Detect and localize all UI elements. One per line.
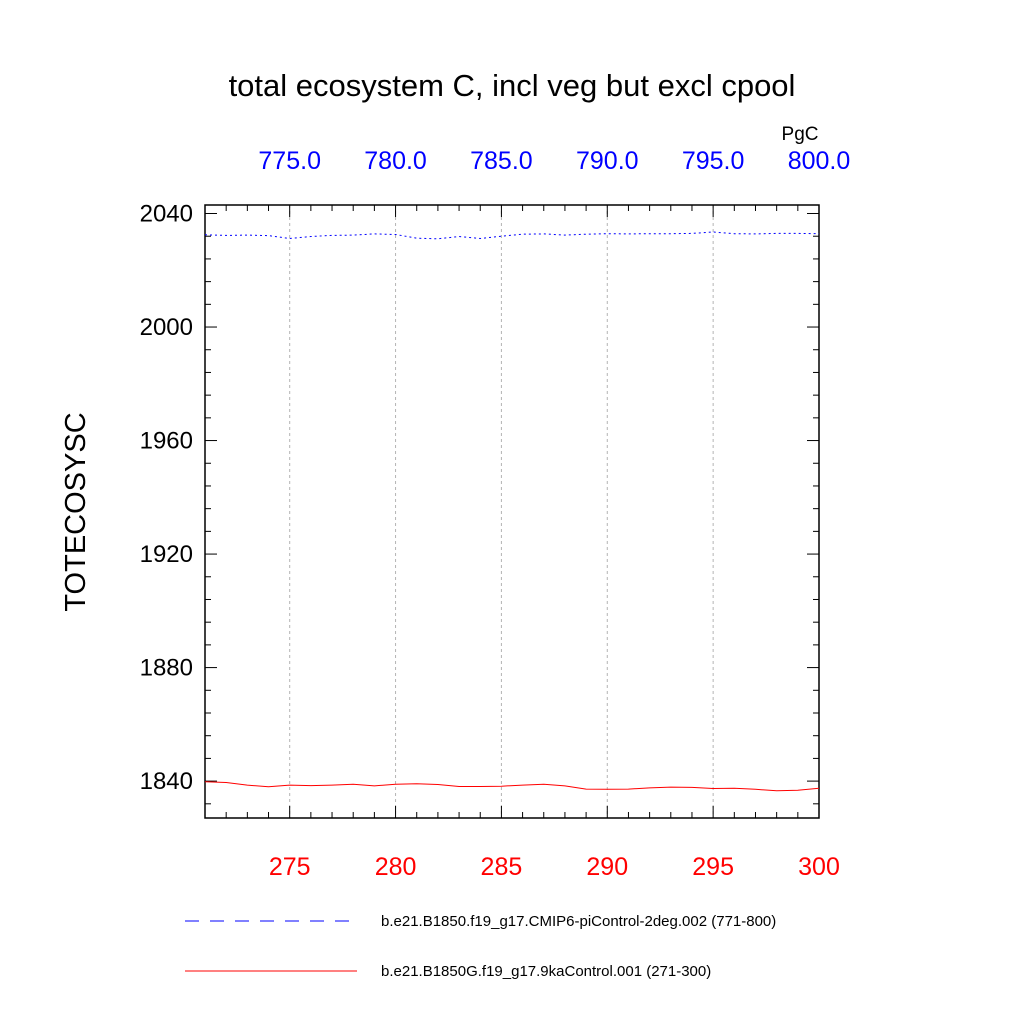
x-bottom-tick-label: 300 (798, 853, 840, 881)
legend: b.e21.B1850.f19_g17.CMIP6-piControl-2deg… (185, 913, 776, 980)
x-bottom-tick-label: 285 (481, 853, 523, 881)
units-label: PgC (782, 124, 819, 145)
legend-label-piControl: b.e21.B1850.f19_g17.CMIP6-piControl-2deg… (381, 913, 776, 930)
series-line-piControl (204, 231, 820, 240)
y-tick-label: 2000 (140, 314, 193, 341)
plot-frame (204, 204, 820, 819)
series-lines (204, 231, 820, 792)
x-top-tick-label: 795.0 (682, 147, 745, 175)
x-top-tick-label: 780.0 (364, 147, 427, 175)
y-tick-label: 1960 (140, 428, 193, 455)
x-bottom-tick-label: 280 (375, 853, 417, 881)
y-tick-label: 1840 (140, 768, 193, 795)
series-line-9kaControl (204, 781, 820, 792)
y-tick-label: 2040 (140, 201, 193, 228)
x-top-tick-label: 785.0 (470, 147, 533, 175)
x-bottom-tick-label: 290 (586, 853, 628, 881)
x-bottom-tick-label: 275 (269, 853, 311, 881)
x-top-tick-label: 790.0 (576, 147, 639, 175)
legend-label-9kaControl: b.e21.B1850G.f19_g17.9kaControl.001 (271… (381, 963, 711, 980)
axes: 1840 1880 1920 1960 2000 2040 275 280 285 290 295 3… (140, 147, 851, 881)
y-tick-label: 1920 (140, 541, 193, 568)
x-top-tick-label: 775.0 (258, 147, 321, 175)
x-top-tick-label: 800.0 (788, 147, 851, 175)
y-tick-label: 1880 (140, 655, 193, 682)
chart-title: total ecosystem C, incl veg but excl cpo… (229, 68, 796, 103)
x-bottom-tick-label: 295 (692, 853, 734, 881)
grid-lines (289, 205, 714, 818)
y-axis-label: TOTECOSYSC (60, 412, 92, 611)
